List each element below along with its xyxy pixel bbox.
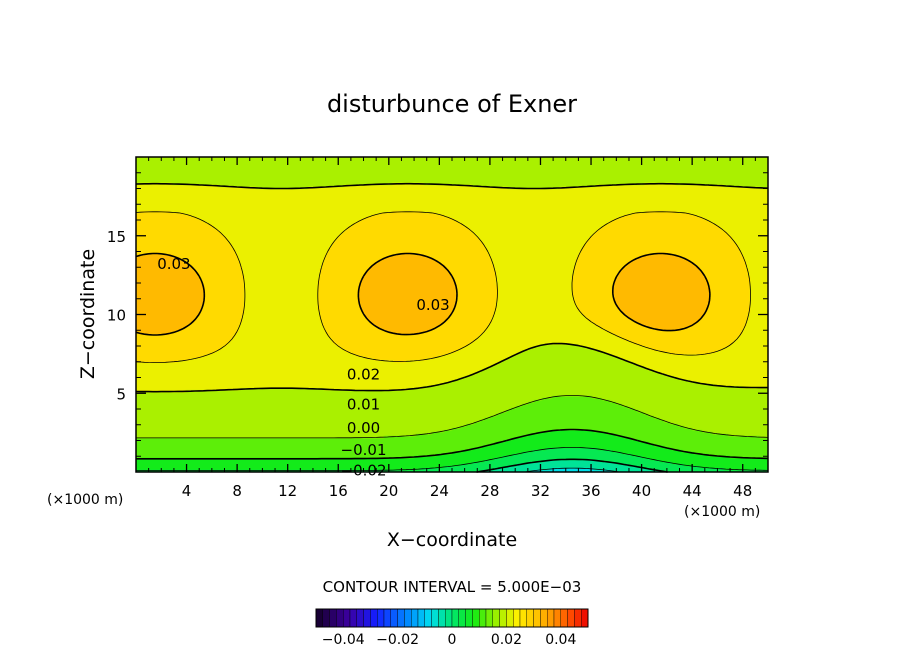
contour-line bbox=[135, 182, 769, 393]
colorbar-cell bbox=[465, 608, 473, 628]
colorbar-cell bbox=[445, 608, 453, 628]
x-tick-label: 24 bbox=[430, 482, 449, 500]
y-tick-label: 15 bbox=[107, 228, 126, 246]
x-axis-unit-right: (×1000 m) bbox=[684, 504, 760, 520]
colorbar-cell bbox=[451, 608, 460, 628]
colorbar-cell bbox=[397, 608, 405, 628]
x-tick-label: 28 bbox=[480, 482, 499, 500]
y-tick-label: 5 bbox=[116, 385, 126, 403]
colorbar-cell bbox=[472, 608, 480, 628]
chart-title: disturbunce of Exner bbox=[327, 90, 577, 118]
colorbar-cell bbox=[499, 608, 507, 628]
contour-line bbox=[136, 447, 769, 472]
colorbar-cell bbox=[343, 608, 351, 628]
x-axis: 4 8 12 16 20 24 28 32 36 40 44 48 bbox=[148, 157, 756, 500]
colorbar-cells bbox=[315, 608, 589, 628]
colorbar-tick-label: 0.02 bbox=[491, 632, 522, 648]
colorbar-cell bbox=[492, 608, 500, 628]
colorbar-cell bbox=[479, 608, 487, 628]
x-tick-label: 12 bbox=[278, 482, 297, 500]
x-axis-unit-left: (×1000 m) bbox=[47, 492, 123, 508]
colorbar-cell bbox=[513, 608, 521, 628]
colorbar-cell bbox=[519, 608, 527, 628]
colorbar-cell bbox=[370, 608, 378, 628]
colorbar-cell bbox=[404, 608, 412, 628]
colorbar-cell bbox=[390, 608, 398, 628]
x-tick-label: 20 bbox=[379, 482, 398, 500]
contour-fill-field bbox=[136, 157, 768, 472]
contour-labels: 0.030.030.020.010.00−0.01−0.02 bbox=[157, 255, 450, 479]
x-tick-label: 8 bbox=[232, 482, 242, 500]
contour-line bbox=[136, 395, 769, 439]
colorbar-cell bbox=[506, 608, 514, 628]
contour-label: 0.02 bbox=[347, 365, 380, 383]
x-tick-label: 36 bbox=[581, 482, 600, 500]
colorbar-cell bbox=[411, 608, 419, 628]
colorbar-cell bbox=[363, 608, 371, 628]
colorbar-cell bbox=[485, 608, 494, 628]
colorbar-cell bbox=[574, 608, 582, 628]
contour-label: 0.00 bbox=[347, 419, 380, 437]
contour-label: 0.01 bbox=[347, 395, 380, 413]
plot-area: 0.030.030.020.010.00−0.01−0.02 4 8 12 16 20 2… bbox=[107, 156, 769, 500]
colorbar-cell bbox=[540, 608, 548, 628]
x-tick-label: 44 bbox=[683, 482, 702, 500]
colorbar-cell bbox=[349, 608, 358, 628]
colorbar-tick-label: 0.04 bbox=[545, 632, 576, 648]
colorbar-cell bbox=[567, 608, 575, 628]
y-axis-label: Z−coordinate bbox=[77, 249, 99, 379]
colorbar-cell bbox=[322, 608, 330, 628]
colorbar-cell bbox=[383, 608, 392, 628]
contour-lines bbox=[135, 182, 769, 473]
colorbar-cell bbox=[581, 608, 589, 628]
colorbar-cell bbox=[438, 608, 446, 628]
colorbar-tick-label: −0.02 bbox=[376, 632, 419, 648]
contour-line bbox=[135, 252, 711, 336]
colorbar-frame bbox=[315, 608, 589, 628]
colorbar-cell bbox=[553, 608, 561, 628]
contour-interval-text: CONTOUR INTERVAL = 5.000E−03 bbox=[323, 578, 582, 596]
colorbar-cell bbox=[431, 608, 439, 628]
colorbar-cell bbox=[315, 608, 324, 628]
x-tick-label: 4 bbox=[182, 482, 192, 500]
colorbar-cell bbox=[533, 608, 541, 628]
colorbar-cell bbox=[336, 608, 344, 628]
x-tick-label: 32 bbox=[531, 482, 550, 500]
colorbar-tick-label: −0.04 bbox=[322, 632, 365, 648]
y-tick-label: 10 bbox=[107, 307, 126, 325]
colorbar-cell bbox=[424, 608, 432, 628]
colorbar: −0.04 −0.02 0 0.02 0.04 bbox=[315, 608, 589, 648]
colorbar-cell bbox=[417, 608, 426, 628]
colorbar-ticks: −0.04 −0.02 0 0.02 0.04 bbox=[322, 632, 577, 648]
contour-label: −0.01 bbox=[341, 441, 387, 459]
x-tick-label: 40 bbox=[632, 482, 651, 500]
x-tick-label: 16 bbox=[329, 482, 348, 500]
contour-label: 0.03 bbox=[157, 255, 190, 273]
colorbar-cell bbox=[458, 608, 466, 628]
y-axis: 5 10 15 bbox=[107, 172, 768, 457]
colorbar-cell bbox=[547, 608, 555, 628]
colorbar-cell bbox=[377, 608, 385, 628]
contour-line bbox=[136, 428, 769, 460]
contour-label: 0.03 bbox=[416, 296, 449, 314]
colorbar-tick-label: 0 bbox=[448, 632, 457, 648]
colorbar-cell bbox=[526, 608, 534, 628]
colorbar-cell bbox=[329, 608, 337, 628]
x-tick-label: 48 bbox=[733, 482, 752, 500]
x-axis-label: X−coordinate bbox=[387, 529, 517, 551]
colorbar-cell bbox=[560, 608, 568, 628]
colorbar-cell bbox=[356, 608, 364, 628]
